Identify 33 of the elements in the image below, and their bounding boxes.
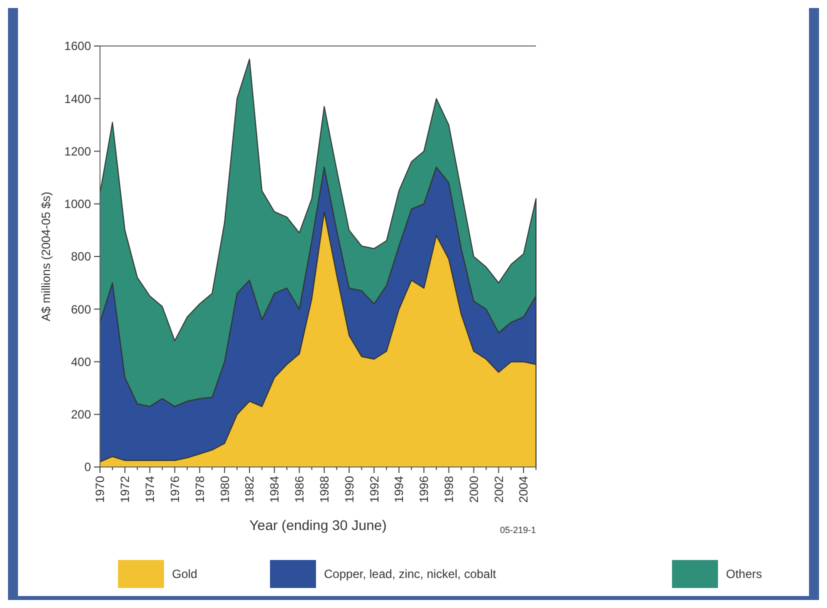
- x-tick-label: 1972: [118, 476, 132, 503]
- y-tick-label: 1600: [64, 39, 92, 54]
- y-tick-label: 400: [70, 354, 92, 369]
- x-tick-label: 2004: [516, 476, 531, 503]
- x-tick-label: 1980: [218, 476, 232, 503]
- x-tick-label: 2000: [466, 476, 481, 503]
- x-tick-label: 1992: [367, 476, 382, 503]
- x-tick-label: 1986: [292, 476, 307, 503]
- legend-label: Gold: [172, 567, 198, 582]
- x-tick-label: 1984: [268, 476, 282, 503]
- y-tick-label: 1400: [64, 92, 92, 106]
- text: 05-219-1: [500, 525, 536, 535]
- x-tick-label: 2002: [492, 476, 506, 503]
- legend-label: Others: [726, 567, 762, 582]
- x-tick-label: 1998: [442, 476, 456, 503]
- y-tick-label: 200: [70, 408, 92, 422]
- x-tick-label: 1990: [342, 476, 356, 503]
- y-tick-label: 1000: [64, 197, 92, 212]
- x-tick-label: 1976: [168, 476, 182, 503]
- y-tick-label: 1200: [64, 144, 92, 158]
- x-tick-label: 1994: [392, 476, 406, 503]
- y-tick-label: 0: [84, 460, 92, 474]
- y-tick-label: 600: [70, 302, 92, 316]
- y-axis-title: A$ millions (2004-05 $s): [39, 192, 53, 322]
- x-axis-title: Year (ending 30 June): [249, 517, 387, 533]
- x-tick-label: 1970: [93, 476, 108, 503]
- y-tick-label: 800: [70, 250, 92, 264]
- x-tick-label: 1982: [242, 476, 257, 503]
- x-tick-label: 1974: [143, 476, 158, 503]
- x-tick-label: 1996: [417, 476, 432, 503]
- legend-label: Copper, lead, zinc, nickel, cobalt: [324, 567, 497, 582]
- x-tick-label: 1988: [317, 476, 332, 503]
- x-tick-label: 1978: [192, 476, 207, 503]
